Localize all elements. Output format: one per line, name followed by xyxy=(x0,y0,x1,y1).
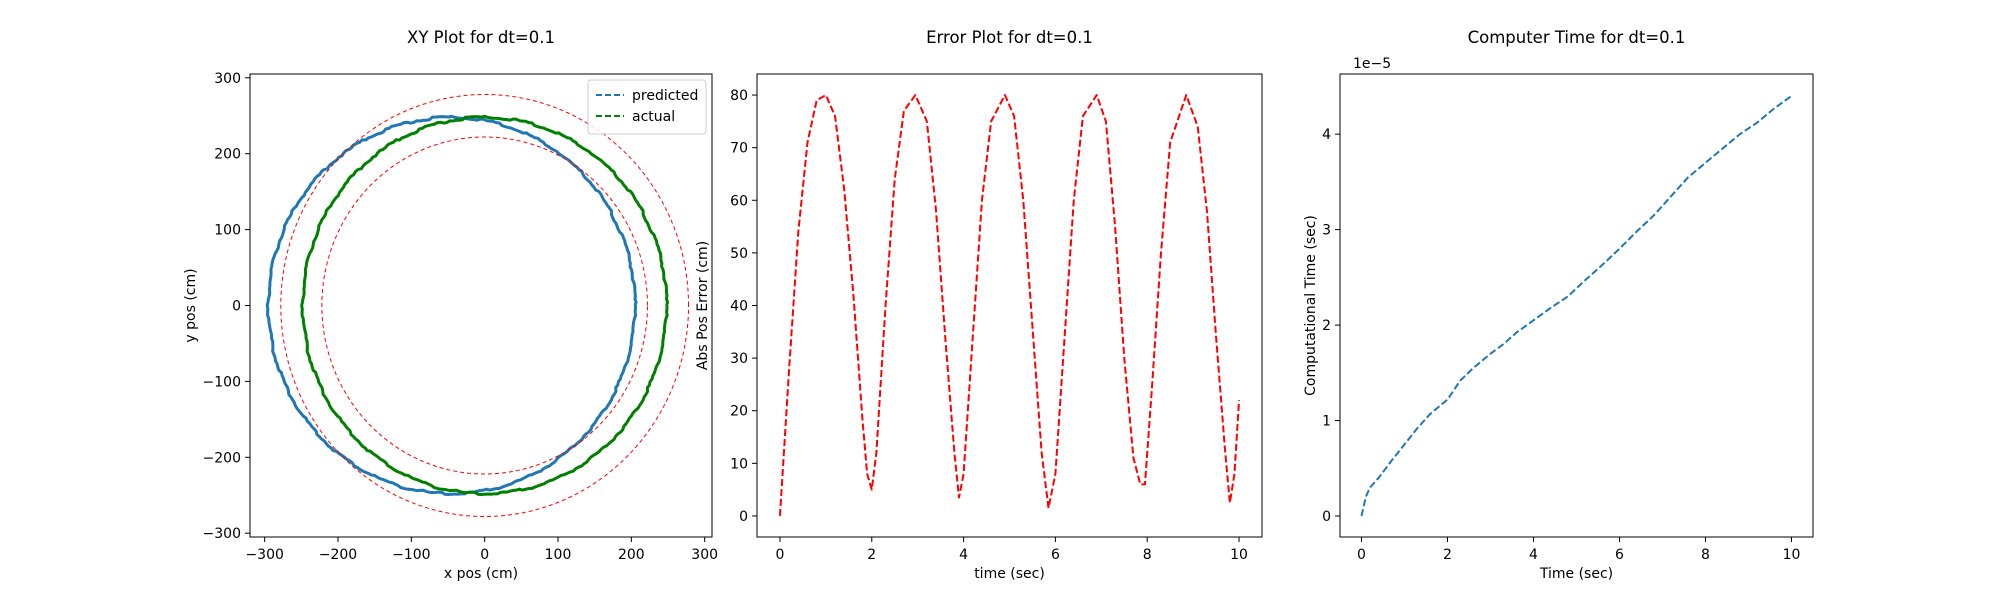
x-axis-label: x pos (cm) xyxy=(444,566,518,582)
x-tick-label: 8 xyxy=(1143,547,1152,563)
x-tick-label: 0 xyxy=(480,547,489,563)
y-tick-label: 60 xyxy=(730,193,748,209)
axes-frame xyxy=(1339,73,1814,538)
y-tick-label: 200 xyxy=(214,147,241,163)
chart-title: Error Plot for dt=0.1 xyxy=(926,28,1093,47)
x-tick-label: 8 xyxy=(1701,547,1710,563)
y-tick-label: 3 xyxy=(1322,223,1331,239)
x-tick-label: −100 xyxy=(392,547,430,563)
y-tick-label: 300 xyxy=(214,71,241,87)
x-tick-label: 0 xyxy=(775,547,784,563)
chart-title: XY Plot for dt=0.1 xyxy=(407,28,555,47)
x-tick-label: 10 xyxy=(1230,547,1248,563)
y-tick-label: 0 xyxy=(739,509,748,525)
legend-label: predicted xyxy=(632,88,698,104)
series-line xyxy=(1360,95,1793,517)
y-tick-label: 1 xyxy=(1322,414,1331,430)
y-tick-label: 70 xyxy=(730,141,748,157)
x-tick-label: 10 xyxy=(1783,547,1801,563)
y-tick-label: −300 xyxy=(203,526,241,542)
legend-label: actual xyxy=(632,109,675,125)
y-tick-label: 0 xyxy=(232,299,241,315)
x-tick-label: 6 xyxy=(1051,547,1060,563)
y-axis-label: Abs Pos Error (cm) xyxy=(695,241,711,370)
series-group xyxy=(265,93,690,518)
y-tick-label: −200 xyxy=(203,450,241,466)
series-group xyxy=(1360,95,1793,517)
x-tick-label: 4 xyxy=(959,547,968,563)
legend: predicted actual xyxy=(587,79,707,135)
series-line xyxy=(778,94,1241,517)
x-tick-label: 100 xyxy=(545,547,572,563)
x-tick-label: 0 xyxy=(1357,547,1366,563)
x-tick-label: 2 xyxy=(1443,547,1452,563)
x-tick-label: −300 xyxy=(245,547,283,563)
y-axis-label: y pos (cm) xyxy=(183,268,199,342)
y-tick-label: 4 xyxy=(1322,127,1331,143)
y-tick-label: 100 xyxy=(214,223,241,239)
subplot-3: 0 2 4 6 8 10 0 1 2 3 4 Computer Time for dt=0.1 Time… xyxy=(1303,28,1814,582)
y-tick-label: 50 xyxy=(730,246,748,262)
y-tick-label: 80 xyxy=(730,88,748,104)
series-group xyxy=(778,94,1241,517)
x-tick-label: −200 xyxy=(319,547,357,563)
legend-box xyxy=(587,79,707,135)
y-tick-label: 10 xyxy=(730,456,748,472)
series-line-ring-2 xyxy=(280,93,690,518)
y-tick-label: −100 xyxy=(203,374,241,390)
x-axis-label: Time (sec) xyxy=(1539,566,1613,582)
x-tick-label: 2 xyxy=(867,547,876,563)
y-tick-label: 20 xyxy=(730,404,748,420)
x-tick-label: 300 xyxy=(691,547,718,563)
axes-frame xyxy=(756,73,1263,538)
subplot-1: −300 −200 −100 0 100 200 300 −300 −200 −100 0 100 20… xyxy=(183,28,718,582)
series-line-ring-3 xyxy=(321,136,648,475)
chart-title: Computer Time for dt=0.1 xyxy=(1468,28,1686,47)
x-tick-label: 6 xyxy=(1615,547,1624,563)
y-tick-label: 30 xyxy=(730,351,748,367)
x-tick-label: 4 xyxy=(1529,547,1538,563)
x-axis-label: time (sec) xyxy=(974,566,1045,582)
y-tick-label: 0 xyxy=(1322,509,1331,525)
y-tick-label: 40 xyxy=(730,299,748,315)
series-line-actual xyxy=(300,114,670,496)
x-tick-label: 200 xyxy=(618,547,645,563)
axes-frame xyxy=(249,73,713,538)
offset-text: 1e−5 xyxy=(1353,56,1391,72)
subplot-2: 0 2 4 6 8 10 0 10 20 30 40 50 60 70 80 Error Plot for d… xyxy=(695,28,1263,582)
y-tick-label: 2 xyxy=(1322,318,1331,334)
series-line-predicted xyxy=(265,114,638,496)
y-axis-label: Computational Time (sec) xyxy=(1303,215,1319,396)
